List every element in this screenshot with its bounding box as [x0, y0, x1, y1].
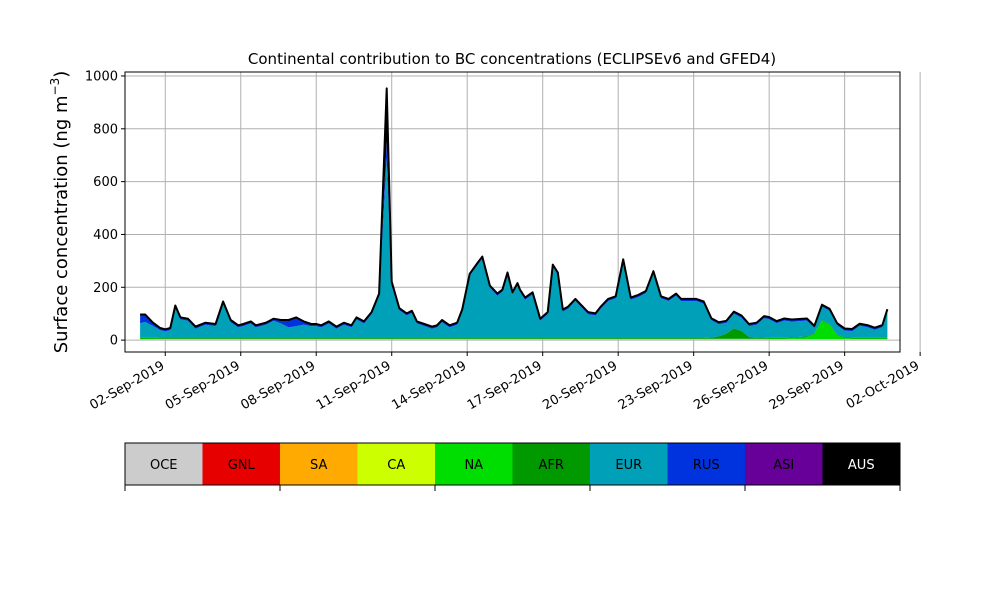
chart-title: Continental contribution to BC concentra…	[248, 50, 776, 68]
legend-swatch-aus	[822, 443, 901, 485]
legend-label-ca: CA	[387, 458, 405, 473]
legend-swatch-sa	[280, 443, 358, 485]
legend-swatch-eur	[590, 443, 668, 485]
legend-swatch-afr	[512, 443, 591, 485]
y-tick-label: 1000	[85, 69, 118, 84]
y-tick-label: 0	[110, 334, 118, 349]
area-series-eur	[140, 158, 888, 338]
legend-swatch-na	[435, 443, 513, 485]
area-series-oce	[140, 339, 888, 341]
legend-swatch-rus	[667, 443, 746, 485]
y-axis-label-close: )	[51, 71, 72, 78]
area-series-na	[140, 320, 888, 340]
y-axis-label-exponent: −3	[48, 78, 62, 96]
legend-swatch-asi	[745, 443, 823, 485]
legend-label-asi: ASI	[773, 458, 794, 473]
legend-swatch-gnl	[202, 443, 281, 485]
plot-frame	[124, 71, 901, 353]
legend-label-aus: AUS	[848, 458, 875, 473]
legend-swatch-oce	[125, 443, 203, 485]
y-tick-label: 800	[93, 122, 118, 137]
y-tick-label: 600	[93, 175, 118, 190]
legend-label-rus: RUS	[693, 458, 720, 473]
colorbar-legend: OCE GNL SA CA NA AFR EUR RUS ASI AUS	[124, 442, 901, 491]
y-axis-label-text: Surface concentration (ng m	[51, 95, 72, 353]
total-line	[140, 87, 889, 331]
y-axis-label: Surface concentration (ng m−3)	[48, 71, 72, 354]
legend-label-afr: AFR	[539, 458, 564, 473]
legend-label-eur: EUR	[615, 458, 642, 473]
legend-label-gnl: GNL	[228, 458, 256, 473]
y-tick-label: 400	[93, 228, 118, 243]
legend-label-na: NA	[464, 458, 483, 473]
legend-frame	[124, 442, 901, 486]
stacked-area-plot	[140, 87, 889, 341]
legend-swatch-ca	[357, 443, 436, 485]
legend-label-oce: OCE	[150, 458, 178, 473]
y-tick-label: 200	[93, 281, 118, 296]
legend-label-sa: SA	[310, 458, 327, 473]
